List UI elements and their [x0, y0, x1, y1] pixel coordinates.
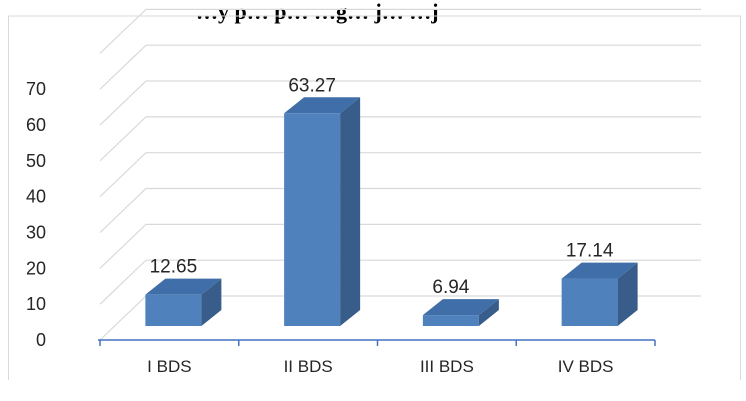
- gridline: [99, 259, 701, 305]
- bar-side: [478, 299, 499, 326]
- y-axis-ticks: 0 10 20 30 40 50 60 70: [26, 79, 46, 350]
- bar: [422, 315, 479, 326]
- bar-side: [201, 278, 222, 326]
- bar-top: [561, 262, 638, 279]
- x-axis-categories: I BDS II BDS III BDS IV BDS: [147, 357, 613, 376]
- chart-border-top-right: [8, 15, 741, 380]
- gridline: [99, 223, 701, 269]
- bar: [145, 294, 202, 326]
- bar-side: [340, 97, 361, 326]
- data-label: 6.94: [432, 277, 469, 298]
- gridline: [99, 187, 701, 233]
- bars: [145, 97, 638, 326]
- y-tick-label: 20: [26, 258, 46, 278]
- chart-title: …y p… p… …g… j… …j: [196, 0, 439, 24]
- y-tick-label: 40: [26, 187, 46, 207]
- bar-top: [145, 278, 222, 295]
- x-category-label: IV BDS: [558, 357, 614, 376]
- x-category-label: I BDS: [147, 357, 191, 376]
- data-label: 63.27: [288, 75, 336, 96]
- gridlines: [99, 8, 701, 341]
- x-axis: [98, 339, 656, 346]
- bar-top: [422, 299, 499, 316]
- y-tick-label: 50: [26, 151, 46, 171]
- gridline: [99, 44, 701, 90]
- x-category-label: III BDS: [420, 357, 474, 376]
- bar: [561, 278, 618, 326]
- y-tick-label: 60: [26, 115, 46, 135]
- gridline: [99, 152, 701, 198]
- y-tick-label: 10: [26, 294, 46, 314]
- x-category-label: II BDS: [284, 357, 333, 376]
- bar-side: [617, 262, 638, 326]
- gridline: [99, 116, 701, 162]
- data-label: 12.65: [150, 257, 198, 278]
- y-tick-label: 0: [36, 330, 46, 350]
- y-tick-label: 70: [26, 79, 46, 99]
- y-tick-label: 30: [26, 223, 46, 243]
- gridline: [99, 8, 701, 54]
- data-label: 17.14: [566, 241, 614, 262]
- data-labels: 12.65 63.27 6.94 17.14: [150, 75, 614, 298]
- gridline: [99, 80, 701, 126]
- chart-frame: [8, 15, 741, 380]
- bar-top: [284, 97, 361, 114]
- bar: [284, 113, 341, 326]
